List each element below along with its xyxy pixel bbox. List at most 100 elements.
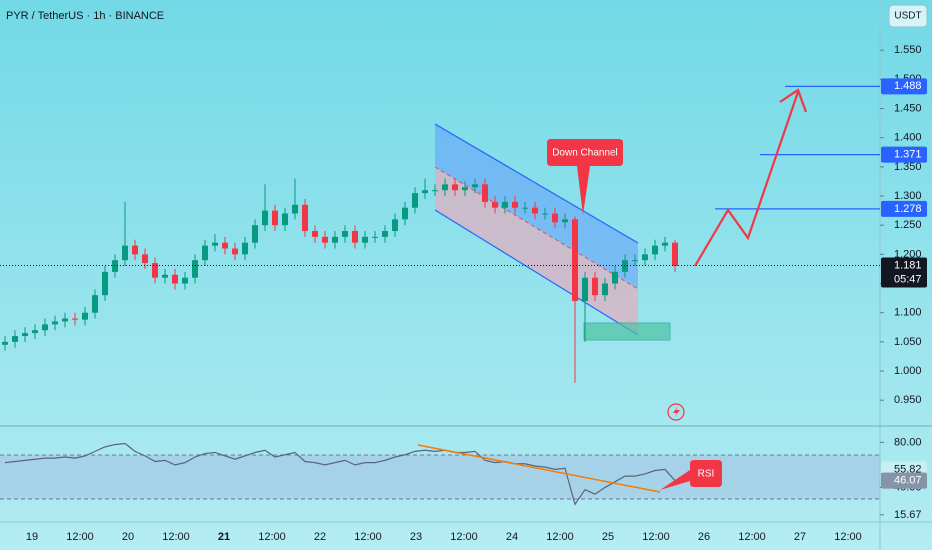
candle-body — [82, 312, 88, 320]
rsi-tick-label: 15.67 — [894, 509, 922, 521]
candle-body — [342, 231, 348, 237]
rsi-callout — [660, 460, 722, 490]
rsi-value-label: 46.07 — [894, 474, 922, 486]
candle-body — [52, 321, 58, 325]
candle-body — [602, 283, 608, 296]
candle-body — [402, 207, 408, 220]
down-channel-callout — [547, 139, 623, 215]
candle-body — [22, 333, 28, 337]
support-zone — [583, 322, 671, 341]
target-label: 1.371 — [894, 149, 922, 161]
alert-icon[interactable] — [667, 403, 685, 421]
candle-body — [92, 295, 98, 313]
target-label: 1.278 — [894, 203, 922, 215]
x-tick-label: 21 — [218, 531, 230, 543]
candle-body — [572, 219, 578, 302]
candle-body — [112, 260, 118, 272]
rsi-value-box — [881, 472, 927, 489]
candle-body — [312, 231, 318, 237]
candle-body — [462, 187, 468, 191]
arrow-head — [779, 88, 808, 113]
candle-body — [372, 236, 378, 238]
candle-body — [132, 245, 138, 255]
candle-body — [292, 204, 298, 214]
candle-body — [122, 245, 128, 261]
x-tick-label: 20 — [122, 531, 134, 543]
candle-body — [242, 242, 248, 255]
candle-body — [202, 245, 208, 261]
candle-body — [532, 207, 538, 214]
candle-body — [272, 210, 278, 226]
candle-body — [432, 190, 438, 192]
candle-body — [222, 242, 228, 249]
candle-body — [412, 193, 418, 208]
candle-body — [552, 213, 558, 223]
candle-body — [422, 190, 428, 194]
candle-body — [482, 184, 488, 202]
x-tick-label: 12:00 — [162, 531, 190, 543]
candle-body — [392, 219, 398, 232]
channel-upper-fill — [435, 124, 638, 289]
candle-body — [492, 201, 498, 208]
candle-body — [582, 277, 588, 302]
candle-body — [212, 242, 218, 246]
candle-body — [232, 248, 238, 255]
candle-body — [152, 263, 158, 278]
rsi-callout-label: RSI — [698, 469, 715, 480]
countdown-label: 05:47 — [894, 273, 922, 285]
candle-body — [172, 274, 178, 284]
rsi-tick-label: 80.00 — [894, 436, 922, 448]
candle-body — [642, 254, 648, 261]
target-box — [881, 200, 927, 217]
candle-body — [332, 236, 338, 243]
candle-body — [102, 271, 108, 296]
candle-body — [522, 207, 528, 209]
y-tick-label: 1.350 — [894, 161, 922, 173]
last-price-box — [881, 257, 927, 288]
down-channel-label: Down Channel — [552, 148, 618, 159]
x-tick-label: 12:00 — [258, 531, 286, 543]
x-tick-label: 12:00 — [738, 531, 766, 543]
candle-body — [612, 271, 618, 284]
candle-body — [142, 254, 148, 264]
candle-body — [32, 330, 38, 334]
rsi-value-label: 55.82 — [894, 464, 922, 476]
candle-body — [62, 318, 68, 322]
rsi-line — [4, 442, 676, 506]
x-tick-label: 12:00 — [546, 531, 574, 543]
y-tick-label: 1.200 — [894, 248, 922, 260]
candle-body — [252, 225, 258, 243]
y-tick-label: 1.400 — [894, 132, 922, 144]
y-tick-label: 1.100 — [894, 307, 922, 319]
candle-body — [652, 245, 658, 255]
channel-mid-line — [434, 166, 639, 290]
candle-body — [672, 242, 678, 267]
y-tick-label: 1.450 — [894, 102, 922, 114]
candle-body — [192, 260, 198, 278]
candle-body — [302, 204, 308, 232]
y-tick-label: 1.250 — [894, 219, 922, 231]
candle-body — [182, 277, 188, 284]
x-tick-label: 25 — [602, 531, 614, 543]
y-tick-label: 1.300 — [894, 190, 922, 202]
x-tick-label: 22 — [314, 531, 326, 543]
candle-body — [452, 184, 458, 191]
rsi-band — [0, 455, 880, 499]
x-tick-label: 27 — [794, 531, 806, 543]
candle-body — [352, 231, 358, 243]
y-tick-label: 1.050 — [894, 336, 922, 348]
alert-bolt — [673, 406, 680, 418]
candle-body — [442, 184, 448, 191]
currency-badge[interactable] — [888, 4, 928, 28]
x-tick-label: 12:00 — [354, 531, 382, 543]
candle-body — [282, 213, 288, 226]
candle-body — [42, 324, 48, 331]
x-tick-label: 12:00 — [450, 531, 478, 543]
candle-body — [632, 260, 638, 262]
candle-body — [362, 236, 368, 243]
candle-body — [592, 277, 598, 296]
candle-body — [622, 260, 628, 272]
candle-body — [72, 318, 78, 320]
candle-body — [662, 242, 668, 246]
x-tick-label: 24 — [506, 531, 518, 543]
